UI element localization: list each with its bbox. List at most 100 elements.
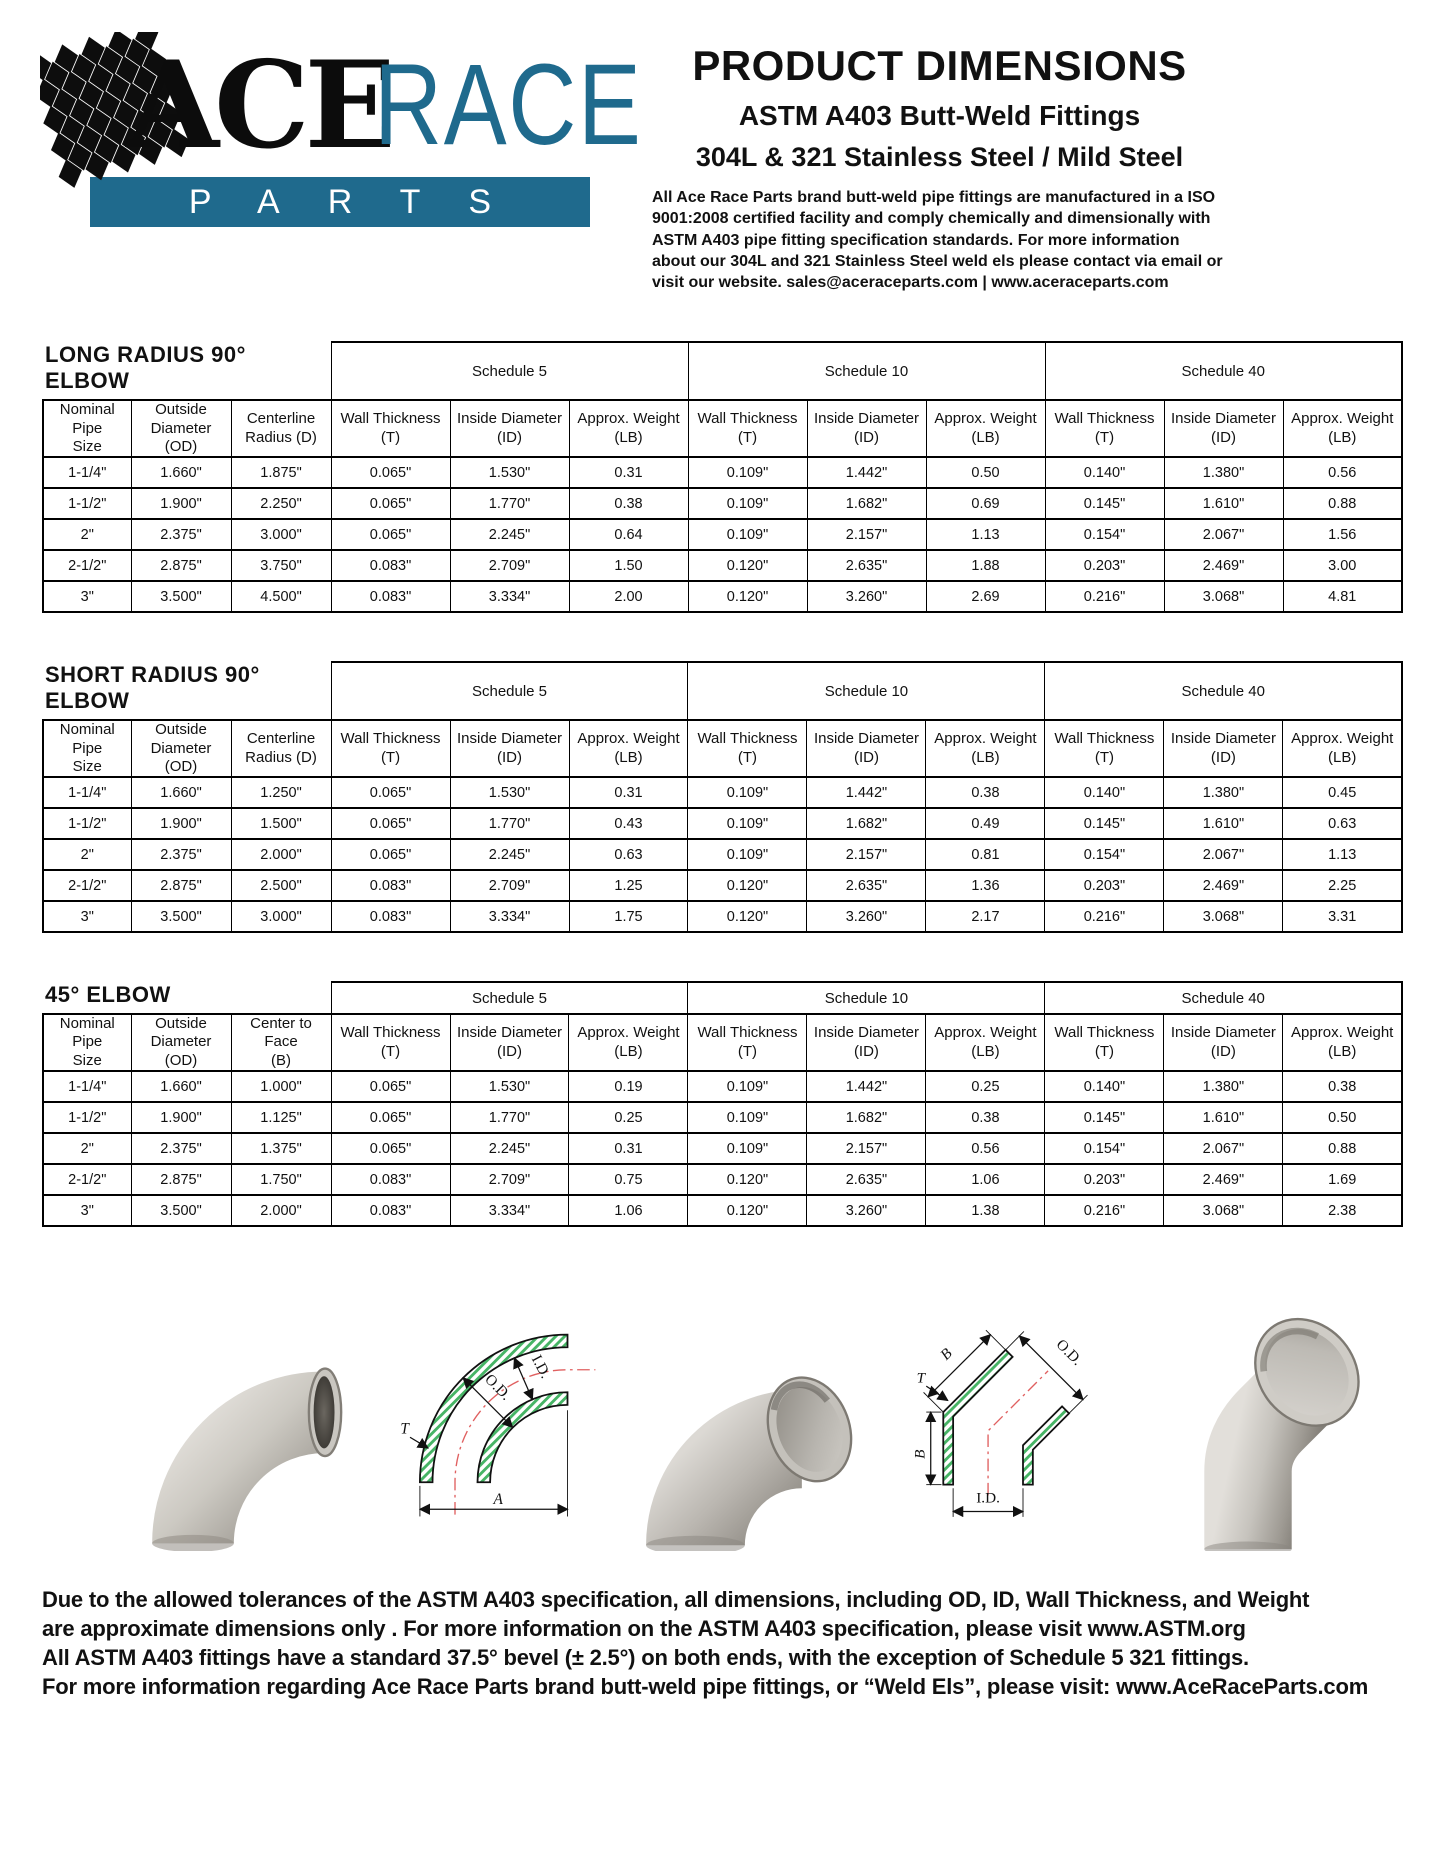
spec-sheet-page: ACE RACE PARTS PRODUCT DIMENSIONS ASTM A… xyxy=(40,32,1445,1699)
dim-label-id: I.D. xyxy=(528,1352,554,1381)
dim-label-b-top: B xyxy=(937,1344,956,1363)
table-cell: 0.216" xyxy=(1044,1194,1165,1227)
table-cell: 0.109" xyxy=(687,518,808,552)
table-row: 1-1/2" 1.900" 2.250" 0.065" 1.770" 0.38 0.109"… xyxy=(42,487,1403,521)
table-cell: 3.260" xyxy=(806,580,927,614)
schedule-group-header: Schedule 40 xyxy=(1044,341,1403,402)
table-cell: 0.56 xyxy=(1282,456,1403,490)
column-header: Wall Thickness (T) xyxy=(687,1013,808,1072)
column-header: Wall Thickness (T) xyxy=(1044,719,1165,779)
column-header: Approx. Weight (LB) xyxy=(925,719,1046,779)
table-cell: 0.109" xyxy=(687,1132,808,1165)
table-cell: 2.000" xyxy=(230,1194,332,1227)
table-cell: 1.13 xyxy=(925,518,1046,552)
table-cell: 0.109" xyxy=(687,1070,808,1103)
table-cell: 1.13 xyxy=(1282,838,1404,872)
table-row: 1-1/2" 1.900" 1.500" 0.065" 1.770" 0.43 0.109"… xyxy=(42,807,1404,841)
table-cell: 0.45 xyxy=(1282,776,1404,810)
table-cell: 3.00 xyxy=(1282,549,1403,583)
table-cell: 1.380" xyxy=(1163,1070,1284,1103)
table-cell: 2.067" xyxy=(1163,518,1284,552)
table-cell: 2.875" xyxy=(130,1163,232,1196)
table-cell: 0.203" xyxy=(1044,1163,1165,1196)
table-cell: 3.500" xyxy=(130,580,232,614)
table-row: 1-1/4" 1.660" 1.875" 0.065" 1.530" 0.31 0.109"… xyxy=(42,456,1403,490)
table-row: 1-1/4" 1.660" 1.000" 0.065" 1.530" 0.19 0.109"… xyxy=(42,1070,1404,1103)
table-cell: 2.157" xyxy=(806,1132,927,1165)
table-cell: 0.81 xyxy=(925,838,1046,872)
table-cell: 4.500" xyxy=(230,580,332,614)
column-header: Inside Diameter (ID) xyxy=(1163,1013,1284,1072)
dim-label-b-left: B xyxy=(912,1449,929,1458)
table-cell: 1.000" xyxy=(230,1070,332,1103)
schedule-group-header: Schedule 10 xyxy=(687,341,1046,402)
column-header: Inside Diameter (ID) xyxy=(806,719,927,779)
schedule-group-header: Schedule 10 xyxy=(687,661,1046,722)
table-row: 2" 2.375" 1.375" 0.065" 2.245" 0.31 0.109" 2.15… xyxy=(42,1132,1404,1165)
table-cell: 1.500" xyxy=(230,807,332,841)
dim-label-t: T xyxy=(400,1421,410,1438)
table-cell: 1.250" xyxy=(230,776,332,810)
table-cell: 0.145" xyxy=(1044,1101,1165,1134)
table-cell: 1.442" xyxy=(806,776,927,810)
table-cell: 0.083" xyxy=(330,869,451,903)
table-cell: 1.530" xyxy=(449,456,570,490)
table-cell: 0.083" xyxy=(330,1163,451,1196)
ace-race-parts-logo: ACE RACE PARTS xyxy=(40,32,641,227)
table-cell: 0.38 xyxy=(925,776,1046,810)
column-header: Centerline Radius (D) xyxy=(230,719,332,779)
table-cell: 3.000" xyxy=(230,518,332,552)
table-cell: 2.375" xyxy=(130,1132,232,1165)
table-cell: 2.067" xyxy=(1163,1132,1284,1165)
table-cell: 1.770" xyxy=(449,487,570,521)
table-cell: 2-1/2" xyxy=(42,869,132,903)
table-cell: 2.469" xyxy=(1163,869,1284,903)
table-cell: 0.25 xyxy=(568,1101,689,1134)
table-cell: 1.770" xyxy=(449,807,570,841)
table-cell: 0.203" xyxy=(1044,549,1165,583)
table-cell: 1.06 xyxy=(568,1194,689,1227)
table-cell: 0.109" xyxy=(687,487,808,521)
table-row: 2-1/2" 2.875" 2.500" 0.083" 2.709" 1.25 0.120"… xyxy=(42,869,1404,903)
table-cell: 2.69 xyxy=(925,580,1046,614)
table-cell: 0.63 xyxy=(568,838,689,872)
table-cell: 1.125" xyxy=(230,1101,332,1134)
table-cell: 1.900" xyxy=(130,807,232,841)
table-cell: 0.109" xyxy=(687,1101,808,1134)
table-cell: 0.154" xyxy=(1044,518,1165,552)
table-cell: 2.469" xyxy=(1163,549,1284,583)
header-text-block: PRODUCT DIMENSIONS ASTM A403 Butt-Weld F… xyxy=(652,38,1227,293)
table-cell: 0.203" xyxy=(1044,869,1165,903)
table-cell: 0.109" xyxy=(687,838,808,872)
table-cell: 0.154" xyxy=(1044,838,1165,872)
45-elbow-table: 45° ELBOW Schedule 5 Schedule 10 Schedule 4… xyxy=(42,981,1404,1227)
table-cell: 2" xyxy=(42,518,132,552)
column-header: Inside Diameter (ID) xyxy=(449,719,570,779)
intro-paragraph: All Ace Race Parts brand butt-weld pipe … xyxy=(652,189,1223,292)
table-cell: 3" xyxy=(42,1194,132,1227)
column-header: Approx. Weight (LB) xyxy=(925,1013,1046,1072)
table-cell: 0.065" xyxy=(330,487,451,521)
logo-ace-text: ACE xyxy=(126,35,396,176)
table-cell: 1.610" xyxy=(1163,1101,1284,1134)
table-cell: 3.750" xyxy=(230,549,332,583)
table-cell: 0.120" xyxy=(687,1163,808,1196)
elbow-45-diagram: I.D. B B O.D. T xyxy=(912,1329,1089,1517)
table-cell: 3.334" xyxy=(449,900,570,934)
table-row: 2-1/2" 2.875" 1.750" 0.083" 2.709" 0.75 0.120"… xyxy=(42,1163,1404,1196)
schedule-group-header: Schedule 5 xyxy=(330,981,689,1016)
table-cell: 2.375" xyxy=(130,838,232,872)
figures-row: A O.D. I.D. T xyxy=(42,1263,1445,1553)
column-header: Approx. Weight (LB) xyxy=(1282,1013,1404,1072)
table-cell: 1.660" xyxy=(130,1070,232,1103)
table-cell: 0.109" xyxy=(687,776,808,810)
table-cell: 2.635" xyxy=(806,549,927,583)
schedule-group-header: Schedule 40 xyxy=(1044,981,1404,1016)
table-cell: 2.00 xyxy=(568,580,689,614)
table-cell: 0.109" xyxy=(687,456,808,490)
table-cell: 0.216" xyxy=(1044,580,1165,614)
table-cell: 3.500" xyxy=(130,1194,232,1227)
page-subtitle-material: 304L & 321 Stainless Steel / Mild Steel xyxy=(695,142,1184,172)
column-header: Nominal Pipe Size xyxy=(42,1013,132,1072)
table-cell: 2.709" xyxy=(449,1163,570,1196)
